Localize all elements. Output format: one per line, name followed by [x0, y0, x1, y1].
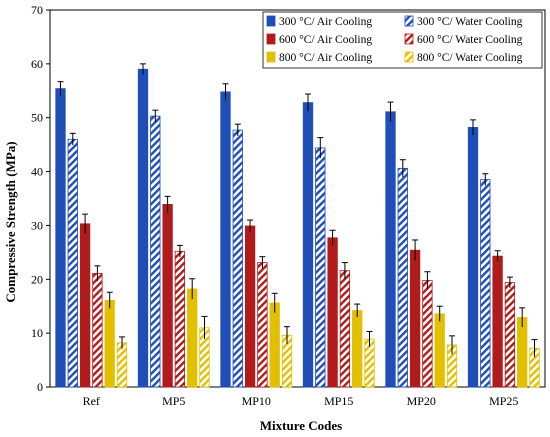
bar [269, 302, 280, 388]
x-tick-label: MP5 [162, 394, 185, 408]
bar [257, 262, 268, 388]
bar [79, 223, 91, 388]
legend-label: 800 °C/ Water Cooling [417, 52, 523, 64]
legend-swatch [404, 51, 414, 63]
bar [434, 313, 445, 388]
x-tick-label: MP10 [242, 394, 271, 408]
x-tick-label: MP25 [489, 394, 518, 408]
legend-swatch [266, 51, 276, 63]
y-tick-label: 70 [31, 3, 43, 17]
bar [339, 270, 351, 388]
bar [244, 225, 256, 388]
y-tick-label: 0 [37, 380, 43, 394]
bar [517, 317, 528, 388]
y-tick-label: 40 [31, 165, 43, 179]
bar [467, 127, 479, 388]
y-tick-label: 30 [31, 218, 43, 232]
bar [327, 237, 338, 388]
legend-label: 300 °C/ Air Cooling [279, 16, 372, 28]
bar [67, 138, 78, 388]
legend-label: 800 °C/ Air Cooling [279, 52, 372, 64]
bar [232, 129, 243, 388]
error-bars-group [57, 63, 538, 357]
legend-swatch [266, 15, 276, 27]
bar [187, 288, 198, 388]
bar [397, 167, 408, 388]
y-tick-label: 60 [31, 57, 43, 71]
legend-box [262, 11, 543, 69]
bar [504, 282, 516, 388]
legend-label: 300 °C/ Water Cooling [417, 16, 523, 28]
x-tick-label: MP20 [407, 394, 436, 408]
bar [409, 249, 421, 388]
x-axis-title: Mixture Codes [260, 418, 342, 433]
bar [315, 147, 326, 388]
y-axis-title: Compressive Strength (MPa) [3, 141, 18, 302]
y-tick-label: 20 [31, 272, 43, 286]
bar [104, 299, 115, 388]
bar [385, 111, 396, 388]
plot-border [49, 9, 546, 388]
y-axis: 0 10 20 30 40 50 60 70 [31, 3, 50, 394]
legend-swatch [404, 33, 414, 45]
legend: 300 °C/ Air Cooling 300 °C/ Water Cooling… [262, 11, 543, 69]
bar [92, 272, 103, 388]
bar [220, 91, 231, 388]
bar [422, 279, 433, 388]
bar [492, 255, 503, 388]
x-tick-label: Ref [83, 394, 100, 408]
plot-area [49, 9, 546, 388]
bar [174, 250, 186, 388]
bar [162, 204, 173, 388]
legend-label: 600 °C/ Water Cooling [417, 34, 523, 46]
bar [55, 88, 66, 388]
x-axis: Ref MP5 MP10 MP15 MP20 MP25 [83, 394, 519, 408]
y-tick-label: 10 [31, 326, 43, 340]
bar [137, 68, 149, 388]
bars-group [55, 68, 540, 388]
legend-swatch [404, 15, 414, 27]
bar [302, 102, 314, 388]
legend-swatch [266, 33, 276, 45]
bar [116, 342, 128, 388]
bar [352, 310, 363, 388]
bar [150, 115, 161, 388]
legend-label: 600 °C/ Air Cooling [279, 34, 372, 46]
x-tick-label: MP15 [324, 394, 353, 408]
y-tick-label: 50 [31, 111, 43, 125]
bar [480, 179, 491, 388]
